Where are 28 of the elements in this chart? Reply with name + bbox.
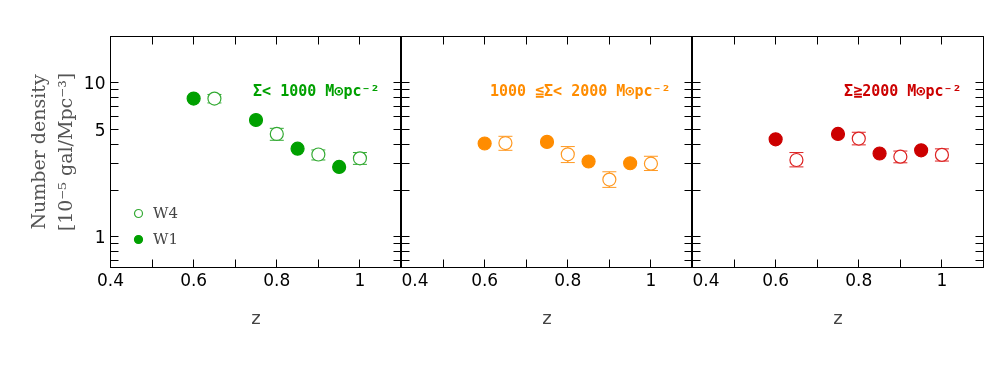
x-tick-label: 1 [936,269,948,290]
y-tick-label: 10 [83,73,106,94]
point [290,141,305,156]
x-tick-label: 0.6 [471,269,499,290]
y-axis-title: Number density [10⁻⁵ gal/Mpc⁻³] [27,72,76,232]
point [332,159,347,174]
annotation: 1000 ≦Σ< 2000 M⊙pc⁻² [489,81,671,100]
x-axis-title: z [833,306,843,328]
point [248,112,264,128]
x-tick-label: 0.8 [845,269,873,290]
y-tick-label: 5 [94,119,106,140]
x-tick-label: 0.8 [263,269,291,290]
point [186,91,201,106]
x-tick-label: 1 [645,269,657,290]
annotation: Σ≧2000 M⊙pc⁻² [844,81,962,100]
y-tick-label: 1 [94,227,106,248]
x-axis-title: z [251,306,261,328]
legend-label: W4 [153,204,178,222]
x-tick-label: 0.8 [554,269,582,290]
x-tick-label: 0.4 [401,269,429,290]
x-tick-label: 1 [354,269,366,290]
x-axis-title: z [542,306,552,328]
x-tick-label: 0.4 [96,269,125,290]
x-tick-label: 0.6 [180,269,208,290]
legend-label: W1 [153,230,178,248]
x-tick-label: 0.6 [762,269,790,290]
x-tick-label: 0.4 [692,269,720,290]
annotation: Σ< 1000 M⊙pc⁻² [253,81,380,100]
